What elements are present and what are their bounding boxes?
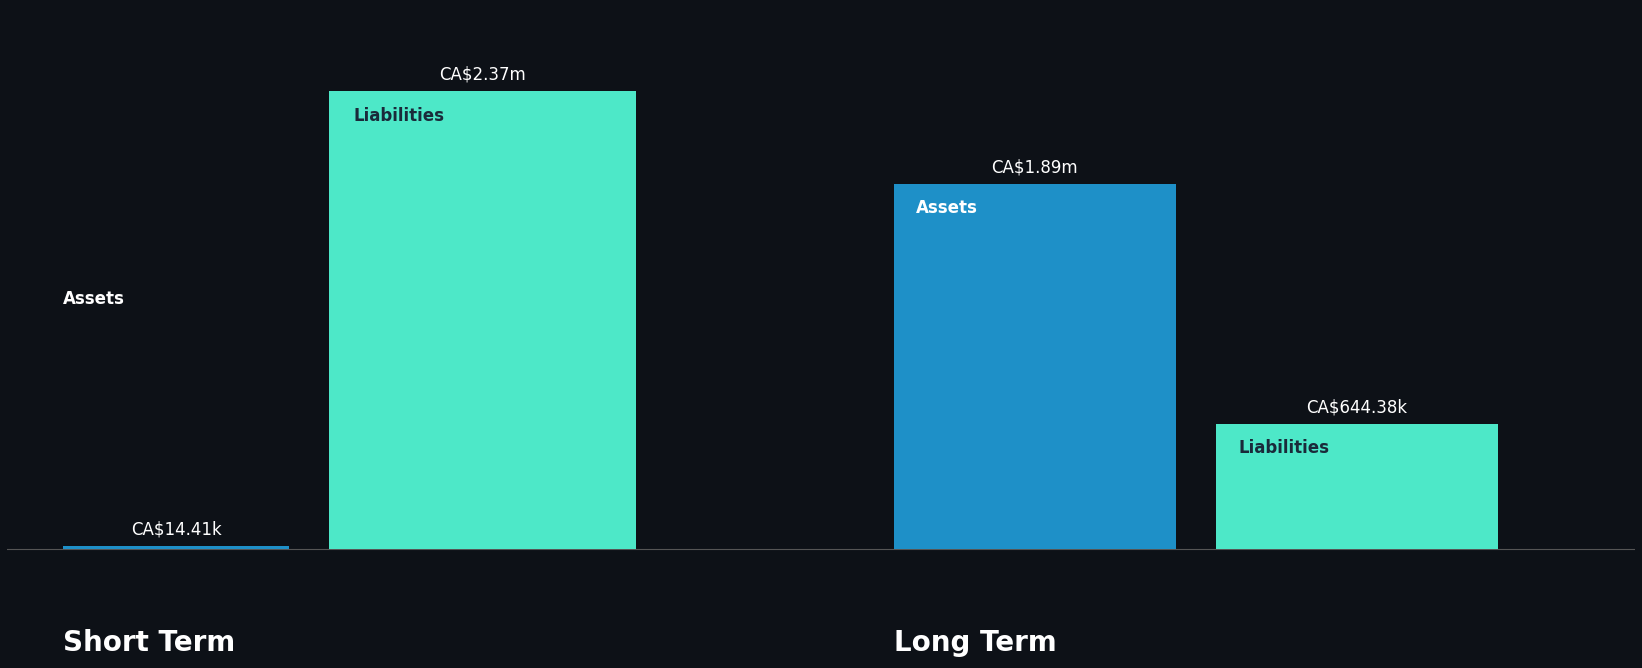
- Text: CA$644.38k: CA$644.38k: [1307, 399, 1407, 417]
- Bar: [64, 546, 289, 549]
- Text: Liabilities: Liabilities: [1238, 440, 1330, 458]
- Text: Short Term: Short Term: [64, 629, 235, 657]
- Text: Liabilities: Liabilities: [353, 106, 445, 124]
- Text: CA$1.89m: CA$1.89m: [992, 158, 1077, 176]
- Text: CA$2.37m: CA$2.37m: [438, 66, 525, 84]
- Bar: [330, 92, 635, 549]
- Text: Assets: Assets: [916, 199, 979, 217]
- Text: Assets: Assets: [64, 290, 125, 308]
- Text: CA$14.41k: CA$14.41k: [131, 520, 222, 538]
- Text: Long Term: Long Term: [893, 629, 1056, 657]
- Bar: [893, 184, 1176, 549]
- Bar: [1217, 424, 1498, 549]
